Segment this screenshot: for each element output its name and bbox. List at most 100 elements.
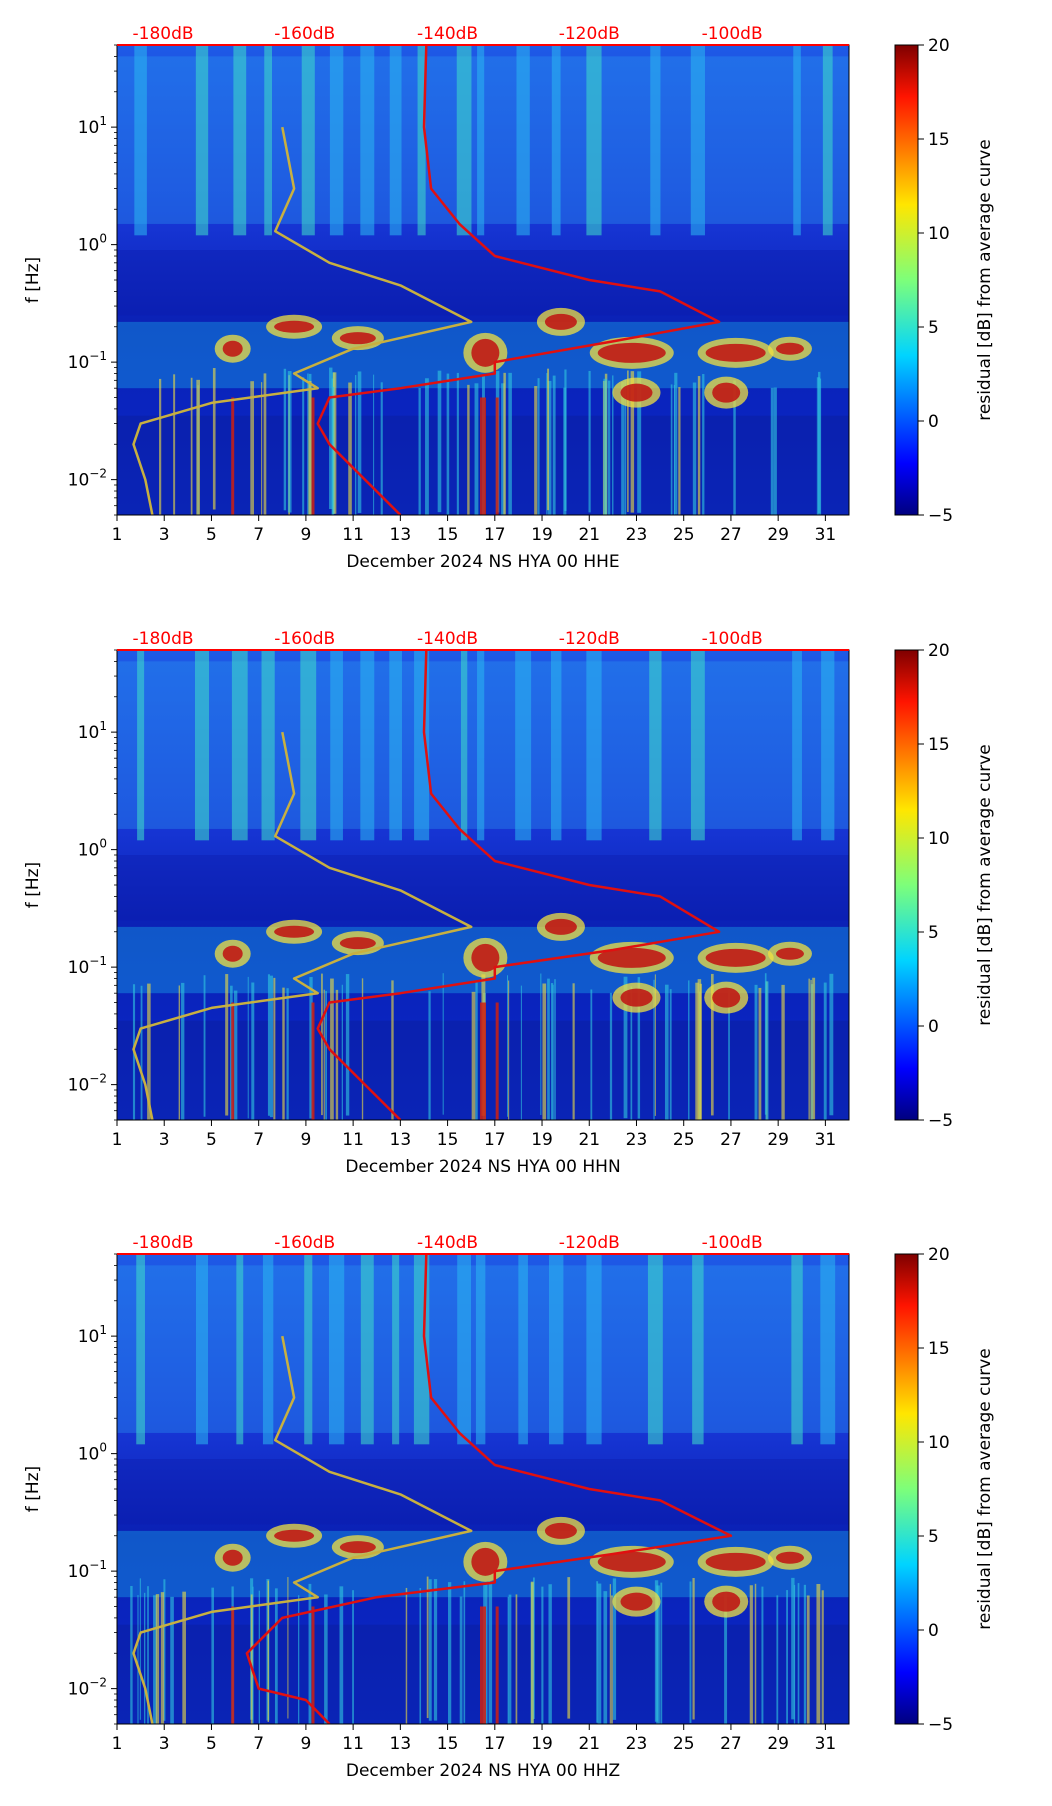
x-tick-label: 9 <box>300 525 311 545</box>
x-tick-label: 27 <box>720 1130 742 1150</box>
colorbar-tick-label: 15 <box>928 1339 950 1359</box>
y-tick-label: 101 <box>78 114 107 138</box>
spectrogram-heatmap <box>117 1254 849 1724</box>
colorbar-tick-label: 0 <box>928 1621 939 1641</box>
colorbar-tick-label: 15 <box>928 130 950 150</box>
colorbar-tick-label: 10 <box>928 829 950 849</box>
noise-model-curve <box>132 126 473 515</box>
spectrogram-heatmap <box>117 45 849 515</box>
top-db-label: -140dB <box>417 24 478 44</box>
x-tick-label: 31 <box>815 525 837 545</box>
colorbar-tick-label: 20 <box>928 641 950 661</box>
x-axis-title: December 2024 NS HYA 00 HHZ <box>346 1761 620 1781</box>
y-axis-title: f [Hz] <box>23 1466 43 1512</box>
x-tick-label: 3 <box>159 1734 170 1754</box>
x-tick-label: 19 <box>531 525 553 545</box>
y-tick-label: 101 <box>78 1323 107 1347</box>
y-axis-title: f [Hz] <box>23 862 43 908</box>
top-db-label: -100dB <box>702 24 763 44</box>
x-axis-title: December 2024 NS HYA 00 HHE <box>346 552 619 572</box>
x-tick-label: 27 <box>720 525 742 545</box>
top-db-label: -120dB <box>559 629 620 649</box>
x-tick-label: 13 <box>390 1130 412 1150</box>
x-tick-label: 25 <box>673 1130 695 1150</box>
x-tick-label: 7 <box>253 1130 264 1150</box>
top-db-label: -100dB <box>702 1233 763 1253</box>
x-tick-label: 9 <box>300 1734 311 1754</box>
x-tick-label: 19 <box>531 1734 553 1754</box>
x-tick-label: 3 <box>159 1130 170 1150</box>
x-tick-label: 1 <box>112 525 123 545</box>
top-db-label: -160dB <box>274 1233 335 1253</box>
x-tick-label: 23 <box>626 1734 648 1754</box>
y-tick-label: 10−2 <box>68 467 107 491</box>
colorbar-tick-label: 0 <box>928 412 939 432</box>
x-tick-label: 9 <box>300 1130 311 1150</box>
average-psd-curve <box>245 1254 733 1724</box>
x-tick-label: 31 <box>815 1130 837 1150</box>
colorbar-tick-label: 15 <box>928 735 950 755</box>
colorbar-gradient <box>894 44 919 516</box>
y-tick-label: 100 <box>78 1441 107 1465</box>
y-tick-label: 101 <box>78 719 107 743</box>
x-tick-label: 21 <box>578 1734 600 1754</box>
colorbar-label: residual [dB] from average curve <box>975 1348 995 1629</box>
x-tick-label: 25 <box>673 525 695 545</box>
y-tick-label: 10−1 <box>68 349 107 373</box>
noise-model-curve <box>132 1335 473 1724</box>
colorbar-tick-label: 10 <box>928 1433 950 1453</box>
colorbar: 20 15 10 5 0 −5 residual [dB] from average cur… <box>894 641 995 1131</box>
top-db-label: -160dB <box>274 629 335 649</box>
x-tick-label: 13 <box>390 525 412 545</box>
x-tick-label: 17 <box>484 1130 506 1150</box>
colorbar-tick-label: −5 <box>928 506 953 526</box>
x-tick-label: 25 <box>673 1734 695 1754</box>
x-tick-label: 15 <box>437 525 459 545</box>
colorbar-tick-label: 10 <box>928 224 950 244</box>
x-tick-label: 27 <box>720 1734 742 1754</box>
x-tick-label: 1 <box>112 1734 123 1754</box>
colorbar-gradient <box>894 1253 919 1725</box>
spectrogram-panel-hhz: 1 3 5 7 9 11 13 15 17 19 21 23 25 27 29 3110−210−110010… <box>23 1233 995 1781</box>
x-tick-label: 7 <box>253 1734 264 1754</box>
top-db-label: -120dB <box>559 1233 620 1253</box>
colorbar-tick-label: −5 <box>928 1715 953 1735</box>
x-tick-label: 15 <box>437 1734 459 1754</box>
noise-model-curve <box>132 731 473 1120</box>
top-db-label: -180dB <box>133 1233 194 1253</box>
x-tick-label: 17 <box>484 1734 506 1754</box>
y-axis-title: f [Hz] <box>23 257 43 303</box>
x-tick-label: 11 <box>342 1734 364 1754</box>
top-db-label: -160dB <box>274 24 335 44</box>
top-db-label: -100dB <box>702 629 763 649</box>
average-psd-curve <box>316 45 721 515</box>
x-tick-label: 15 <box>437 1130 459 1150</box>
x-tick-label: 17 <box>484 525 506 545</box>
y-tick-label: 10−1 <box>68 954 107 978</box>
colorbar: 20 15 10 5 0 −5 residual [dB] from average cur… <box>894 1245 995 1735</box>
average-psd-curve <box>316 650 721 1120</box>
top-db-label: -140dB <box>417 1233 478 1253</box>
colorbar-tick-label: 0 <box>928 1017 939 1037</box>
x-tick-label: 5 <box>206 1734 217 1754</box>
y-tick-label: 100 <box>78 232 107 256</box>
x-tick-label: 5 <box>206 525 217 545</box>
y-tick-label: 100 <box>78 837 107 861</box>
top-db-label: -120dB <box>559 24 620 44</box>
colorbar-tick-label: 5 <box>928 1527 939 1547</box>
colorbar-label: residual [dB] from average curve <box>975 139 995 420</box>
x-tick-label: 23 <box>626 1130 648 1150</box>
top-db-label: -140dB <box>417 629 478 649</box>
x-tick-label: 19 <box>531 1130 553 1150</box>
x-tick-label: 11 <box>342 525 364 545</box>
x-tick-label: 1 <box>112 1130 123 1150</box>
top-db-label: -180dB <box>133 24 194 44</box>
spectrogram-heatmap <box>117 650 849 1120</box>
x-axis-title: December 2024 NS HYA 00 HHN <box>345 1157 620 1177</box>
top-db-label: -180dB <box>133 629 194 649</box>
x-tick-label: 13 <box>390 1734 412 1754</box>
x-tick-label: 21 <box>578 1130 600 1150</box>
colorbar-tick-label: 20 <box>928 1245 950 1265</box>
x-tick-label: 3 <box>159 525 170 545</box>
